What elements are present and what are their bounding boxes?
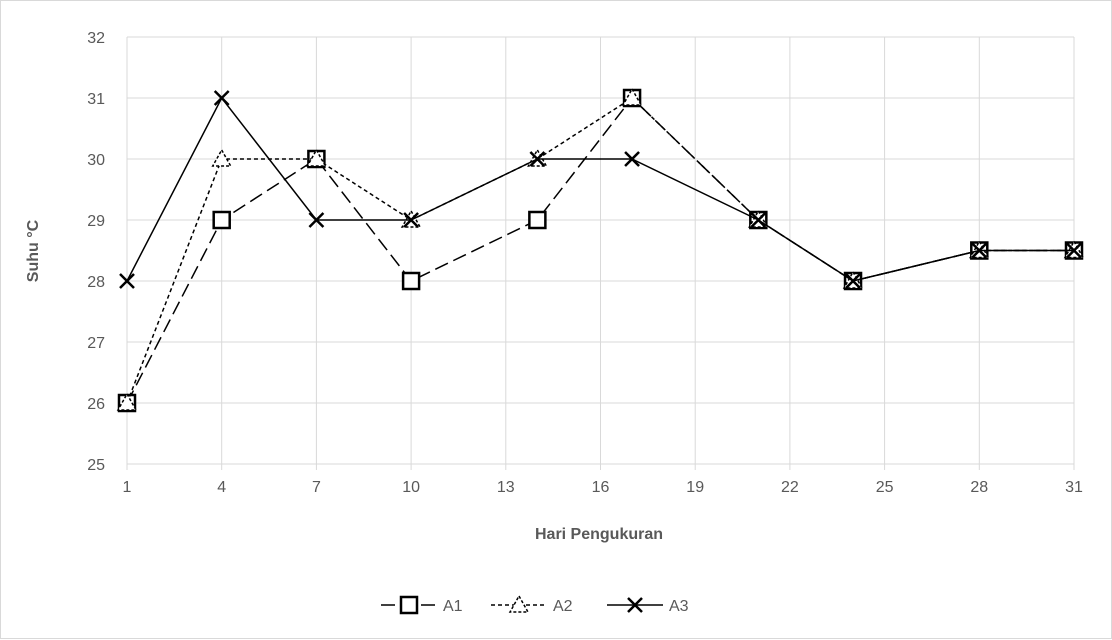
triangle-marker	[116, 392, 138, 411]
x-marker	[845, 273, 861, 289]
x-tick-label: 1	[123, 479, 132, 496]
x-axis-ticks: 1 4 7 10 13 16 19 22 25 28 31	[123, 479, 1083, 496]
x-tick-label: 4	[217, 479, 226, 496]
x-marker	[624, 151, 640, 167]
x-axis-title: Hari Pengukuran	[535, 526, 663, 543]
legend-label: A1	[443, 598, 463, 615]
y-tick-label: 32	[87, 30, 105, 47]
y-tick-label: 28	[87, 274, 105, 291]
x-tick-label: 13	[497, 479, 515, 496]
triangle-marker	[621, 87, 643, 106]
y-tick-label: 29	[87, 213, 105, 230]
x-marker	[308, 212, 325, 228]
triangle-marker	[508, 594, 530, 613]
y-tick-label: 26	[87, 396, 105, 413]
series-a3	[119, 90, 1082, 289]
legend-item-a2: A2	[491, 594, 573, 615]
x-tick-label: 7	[312, 479, 321, 496]
legend-label: A3	[669, 598, 689, 615]
x-tick-label: 25	[876, 479, 894, 496]
x-tick-label: 10	[402, 479, 420, 496]
legend-label: A2	[553, 598, 573, 615]
y-axis-title: Suhu °C	[25, 219, 42, 282]
legend-item-a1: A1	[381, 595, 463, 615]
triangle-marker	[211, 148, 232, 167]
x-marker	[750, 212, 767, 228]
x-marker	[529, 151, 546, 167]
x-marker	[403, 212, 419, 228]
y-tick-label: 27	[87, 335, 105, 352]
series-line	[126, 96, 1074, 282]
x-tick-label: 28	[970, 479, 988, 496]
x-tick-label: 31	[1065, 479, 1083, 496]
x-marker	[119, 273, 135, 289]
x-marker	[971, 242, 988, 259]
square-marker	[399, 595, 419, 615]
square-marker	[212, 210, 231, 230]
series-lines	[116, 87, 1085, 413]
legend: A1 A2 A3	[381, 594, 689, 615]
x-marker	[627, 597, 643, 613]
x-tick-label: 16	[592, 479, 610, 496]
square-marker	[528, 210, 547, 230]
square-marker	[401, 271, 421, 291]
x-marker	[1066, 242, 1082, 259]
y-tick-label: 25	[87, 457, 105, 474]
y-tick-label: 31	[87, 91, 105, 108]
y-tick-label: 30	[87, 152, 105, 169]
triangle-marker	[306, 148, 327, 167]
x-tick-label: 19	[686, 479, 704, 496]
legend-item-a3: A3	[607, 597, 689, 615]
x-tick-label: 22	[781, 479, 799, 496]
grid-lines	[126, 36, 1075, 470]
x-marker	[213, 90, 230, 106]
y-axis-ticks: 25 26 27 28 29 30 31 32	[87, 30, 105, 474]
